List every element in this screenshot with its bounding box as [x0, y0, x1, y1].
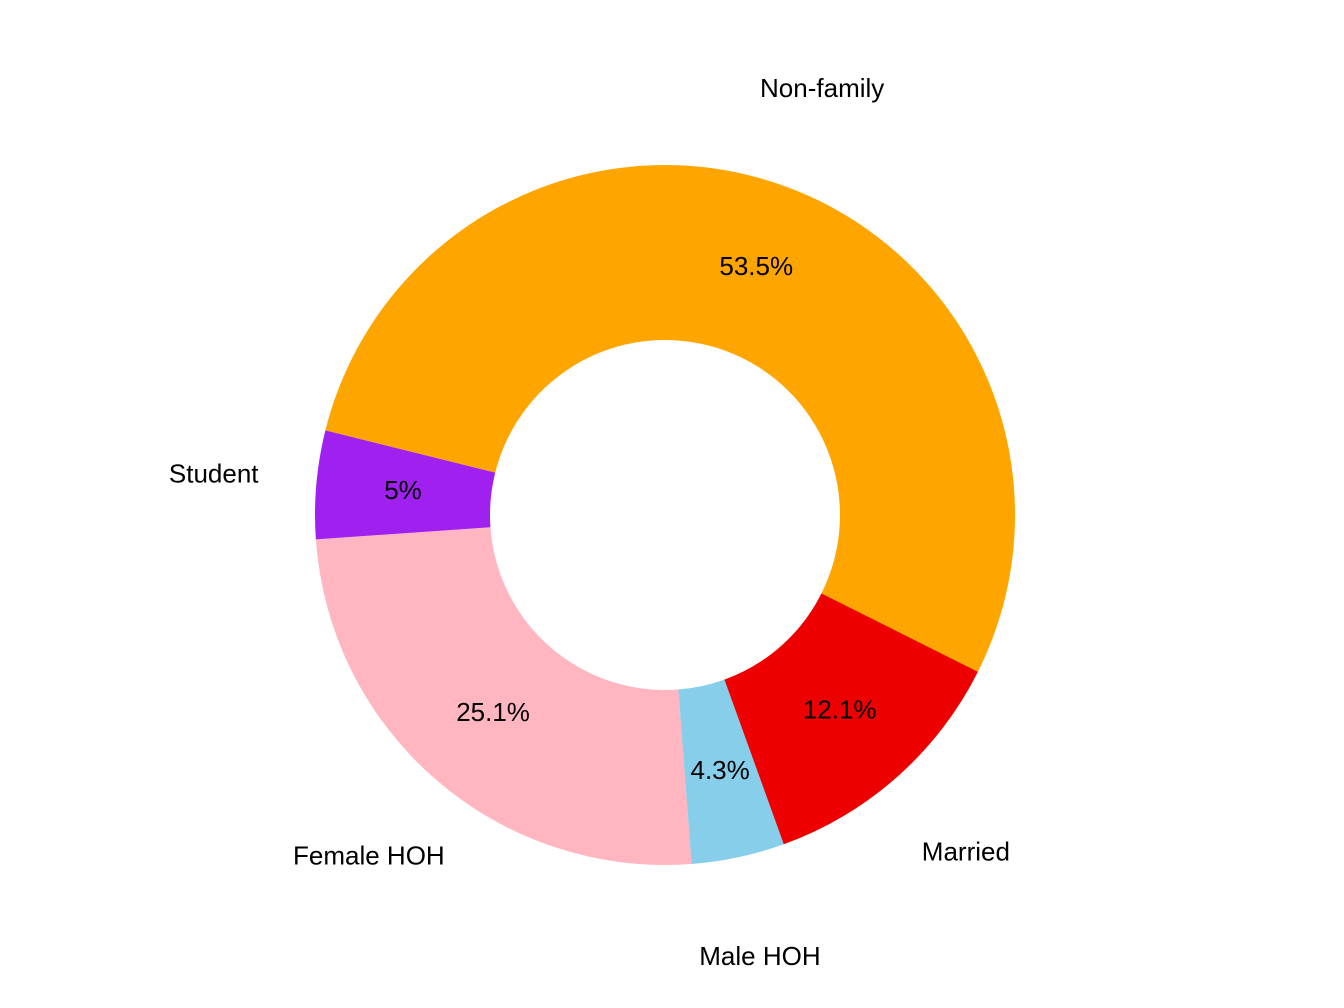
slice	[325, 165, 1015, 672]
category-label: Student	[169, 458, 259, 488]
category-label: Male HOH	[699, 941, 820, 971]
value-label: 25.1%	[456, 697, 530, 727]
slice	[315, 527, 692, 865]
slice	[678, 679, 784, 864]
value-label: 5%	[384, 475, 422, 505]
category-label: Married	[922, 837, 1010, 867]
category-label: Non-family	[760, 73, 884, 103]
value-label: 12.1%	[803, 694, 877, 724]
slice	[314, 430, 496, 540]
slice	[724, 593, 978, 845]
value-label: 53.5%	[719, 251, 793, 281]
category-label: Female HOH	[293, 841, 445, 871]
value-label: 4.3%	[690, 755, 749, 785]
